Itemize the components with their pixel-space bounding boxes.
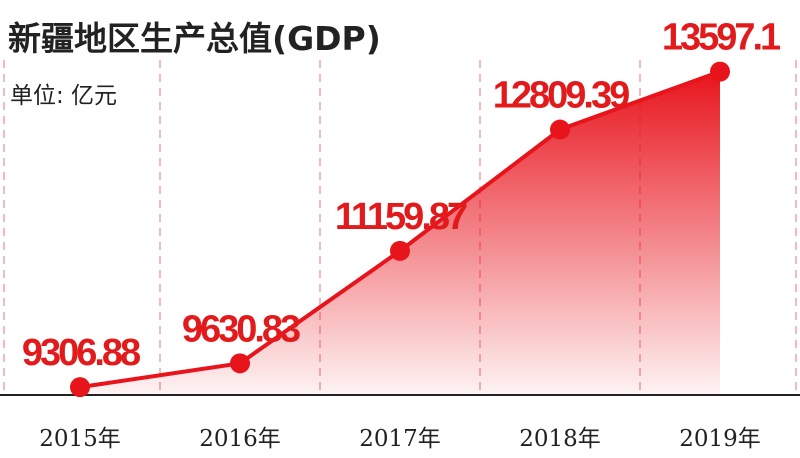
x-tick-label: 2019年 [679, 426, 761, 452]
unit-label: 单位: 亿元 [10, 83, 117, 109]
area [80, 71, 720, 395]
x-tick-label: 2015年 [39, 426, 121, 452]
value-label: 11159.87 [335, 196, 467, 238]
value-label: 9306.88 [22, 332, 140, 374]
chart-title: 新疆地区生产总值(GDP) [8, 19, 381, 58]
value-label: 12809.39 [493, 75, 629, 117]
value-label: 9630.83 [182, 308, 300, 350]
value-label: 13597.1 [662, 17, 781, 59]
point [390, 240, 410, 261]
point [70, 377, 90, 398]
x-tick-label: 2016年 [199, 426, 281, 452]
point [550, 119, 570, 140]
point [710, 61, 730, 82]
point [230, 353, 250, 374]
x-tick-label: 2018年 [519, 426, 601, 452]
x-tick-label: 2017年 [359, 426, 441, 452]
